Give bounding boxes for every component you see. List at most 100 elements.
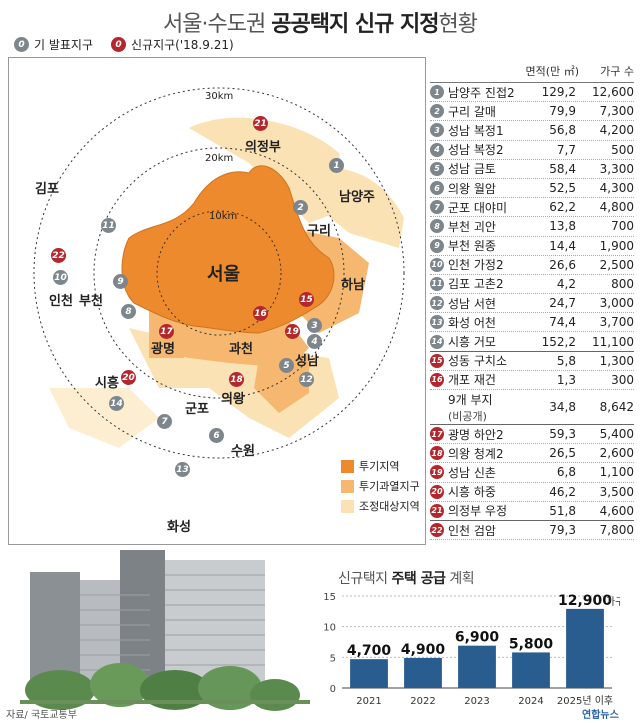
y-tick-label: 10 xyxy=(323,623,336,634)
table-row: 20 시흥 하중 46,2 3,500 xyxy=(430,483,634,502)
map-marker-3: 3 xyxy=(307,318,322,333)
district-label: 인천 검암 xyxy=(448,523,496,538)
source-note: 자료/ 국토교통부 xyxy=(6,710,77,721)
map-marker-9: 9 xyxy=(113,274,128,289)
households-value: 12,600 xyxy=(592,85,634,100)
ring-label-10km: 10km xyxy=(209,211,238,222)
table-row: 16 개포 재건 1,3 300 xyxy=(430,371,634,390)
ring-label-30km: 30km xyxy=(205,91,234,102)
gray-marker-icon: 0 xyxy=(14,37,29,52)
yonhap-logo: 연합뉴스 xyxy=(582,710,619,721)
label-hwaseong: 화성 xyxy=(167,520,191,535)
area-value: 59,3 xyxy=(549,427,576,442)
map-marker-13: 13 xyxy=(175,462,190,477)
bar xyxy=(458,645,496,688)
area-value: 152,2 xyxy=(541,334,576,349)
bar xyxy=(566,608,604,688)
bar xyxy=(350,659,388,688)
red-marker-icon: 0 xyxy=(111,37,127,52)
area-value: 14,4 xyxy=(549,238,576,253)
households-value: 2,600 xyxy=(599,446,634,461)
district-label: 개포 재건 xyxy=(448,373,496,388)
district-number-icon: 10 xyxy=(430,257,444,272)
label-seongnam: 성남 xyxy=(295,354,319,369)
map-marker-15: 15 xyxy=(299,292,314,307)
overheated-swatch xyxy=(341,479,354,493)
x-tick-label: 2022 xyxy=(410,696,435,707)
district-number-icon: 1 xyxy=(430,85,444,100)
households-value: 4,600 xyxy=(599,503,634,518)
map-marker-6: 6 xyxy=(209,428,224,443)
district-name: 14 시흥 거모 xyxy=(430,333,524,350)
map-marker-14: 14 xyxy=(109,396,124,411)
y-tick-label: 0 xyxy=(330,684,336,695)
district-label: 시흥 하중 xyxy=(448,485,496,500)
district-number-icon: 19 xyxy=(430,465,444,480)
district-number-icon: 3 xyxy=(430,123,444,138)
y-tick-label: 15 xyxy=(323,592,336,603)
district-label: 인천 가정2 xyxy=(448,258,504,273)
district-name: 5 성남 금토 xyxy=(430,160,524,177)
district-name: 10 인천 가정2 xyxy=(430,256,524,273)
ring-10km xyxy=(156,210,282,336)
district-label: 성남 서현 xyxy=(448,296,496,311)
map-marker-16: 16 xyxy=(253,306,268,321)
district-number-icon: 22 xyxy=(430,523,444,538)
label-gwangmyeong: 광명 xyxy=(151,342,175,357)
x-tick-label: 2023 xyxy=(464,696,489,707)
table-row: 9개 부지 (비공개) 34,8 8,642 xyxy=(430,390,634,425)
district-number-icon: 14 xyxy=(430,334,444,349)
district-label: 의정부 우정 xyxy=(448,504,508,519)
area-value: 4,2 xyxy=(556,276,576,291)
households-value: 4,300 xyxy=(599,181,634,196)
label-namyangju: 남양주 xyxy=(339,190,375,205)
district-name: 12 성남 서현 xyxy=(430,295,524,312)
district-name: 4 성남 복정2 xyxy=(430,141,524,158)
table-header: 면적(만 ㎡) 가구 수 xyxy=(430,60,634,83)
area-value: 6,8 xyxy=(556,465,576,480)
district-name: 22 인천 검암 xyxy=(430,522,524,539)
label-siheung: 시흥 xyxy=(95,376,119,391)
district-number-icon: 17 xyxy=(430,427,444,442)
table-row: 14 시흥 거모 152,2 11,100 xyxy=(430,332,634,352)
households-value: 11,100 xyxy=(592,334,634,349)
district-name: 11 김포 고촌2 xyxy=(430,275,524,292)
area-value: 79,9 xyxy=(549,104,576,119)
map-marker-11: 11 xyxy=(101,218,116,233)
label-gwacheon: 과천 xyxy=(229,342,253,357)
legend-speculation: 투기지역 xyxy=(341,456,420,476)
households-value: 1,100 xyxy=(599,465,634,480)
header-area: 면적(만 ㎡) xyxy=(525,65,579,78)
households-value: 7,800 xyxy=(599,523,634,538)
label-uiwang: 의왕 xyxy=(221,392,245,407)
table-row: 7 군포 대야미 62,2 4,800 xyxy=(430,198,634,218)
district-number-icon: 11 xyxy=(430,276,444,291)
district-name: 19 성남 신촌 xyxy=(430,464,524,481)
district-name: 21 의정부 우정 xyxy=(430,502,524,519)
households-value: 7,300 xyxy=(599,104,634,119)
district-number-icon: 20 xyxy=(430,484,444,499)
table-row: 6 의왕 월암 52,5 4,300 xyxy=(430,179,634,199)
table-row: 3 성남 복정1 56,8 4,200 xyxy=(430,121,634,141)
legend-new: 0 신규지구('18.9.21) xyxy=(111,36,234,53)
regional-map: 30km 20km 10km 서울 김포 인천 부천 광명 시흥 과천 군포 의… xyxy=(8,57,426,545)
bar-value-label: 4,700 xyxy=(347,643,392,659)
district-label: 성남 복정2 xyxy=(448,143,504,158)
district-number-icon: 18 xyxy=(430,446,444,461)
table-row: 15 성동 구치소 5,8 1,300 xyxy=(430,352,634,371)
table-row: 12 성남 서현 24,7 3,000 xyxy=(430,294,634,314)
bar-chart-title: 신규택지 주택 공급 계획 xyxy=(338,571,475,587)
area-value: 74,4 xyxy=(549,315,576,330)
label-seoul: 서울 xyxy=(207,264,241,285)
district-label: 의왕 청계2 xyxy=(448,446,504,461)
map-marker-5: 5 xyxy=(279,358,294,373)
table-row: 21 의정부 우정 51,8 4,600 xyxy=(430,502,634,521)
map-marker-2: 2 xyxy=(293,200,308,215)
map-marker-1: 1 xyxy=(329,158,344,173)
district-number-icon: 16 xyxy=(430,372,444,387)
households-value: 2,500 xyxy=(599,257,634,272)
map-marker-17: 17 xyxy=(159,324,174,339)
overheated-area-seongnam xyxy=(254,353,309,413)
speculation-swatch xyxy=(341,459,354,473)
households-value: 3,500 xyxy=(599,484,634,499)
